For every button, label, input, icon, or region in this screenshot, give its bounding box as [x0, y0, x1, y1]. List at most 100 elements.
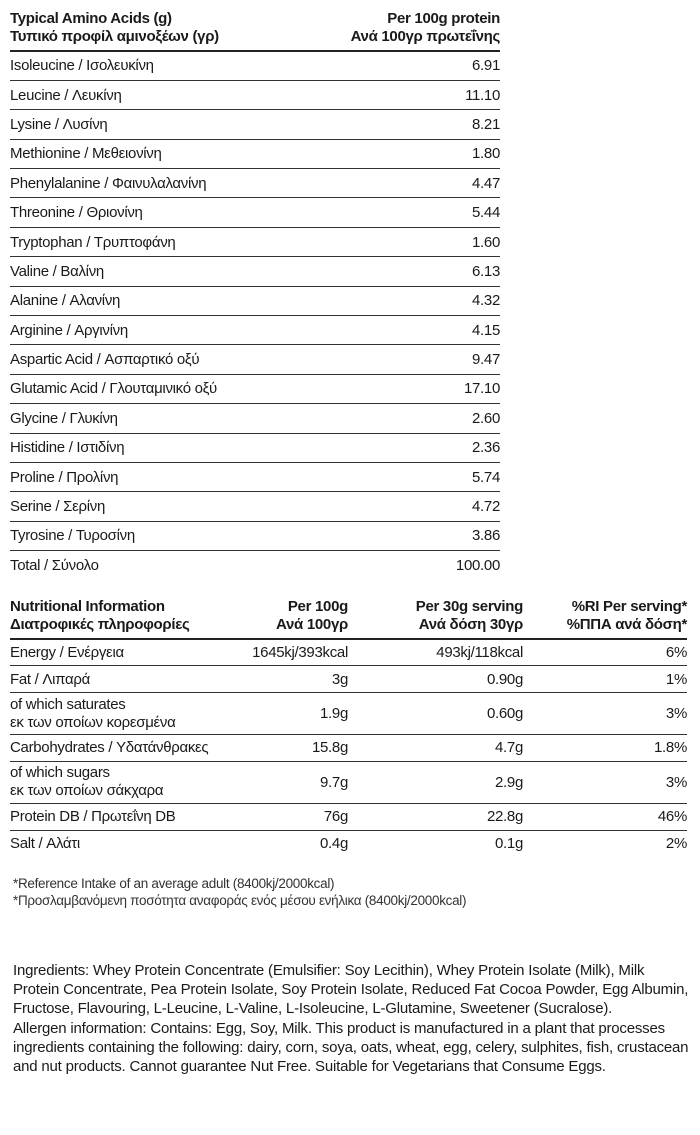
nutrient-name: Energy / Ενέργεια — [10, 639, 238, 666]
table-row: Methionine / Μεθειονίνη 1.80 — [10, 139, 500, 169]
table-row: Carbohydrates / Υδατάνθρακες 15.8g 4.7g … — [10, 735, 687, 762]
amino-value: 5.44 — [472, 204, 500, 222]
nutrient-name-el: εκ των οποίων κορεσμένα — [10, 713, 176, 731]
header-el: Ανά δόση 30γρ — [418, 616, 524, 633]
nutrient-name-en: of which sugars — [10, 764, 110, 782]
per100-value: 1.9g — [320, 705, 348, 723]
amino-name: Leucine / Λευκίνη — [10, 86, 122, 104]
header-el: %ΠΠΑ ανά δόση* — [566, 616, 688, 633]
amino-value: 1.60 — [472, 233, 500, 251]
ri-value: 3% — [665, 773, 687, 791]
per100-value: 15.8g — [311, 739, 348, 757]
ingredients-block: Ingredients: Whey Protein Concentrate (E… — [13, 961, 693, 1076]
amino-value: 17.10 — [463, 380, 500, 398]
amino-name: Valine / Βαλίνη — [10, 262, 104, 280]
table-row: of which saturates εκ των οποίων κορεσμέν… — [10, 693, 687, 735]
amino-value: 1.80 — [472, 145, 500, 163]
table-row: Isoleucine / Ισολευκίνη 6.91 — [10, 51, 500, 81]
amino-name: Phenylalanine / Φαινυλαλανίνη — [10, 174, 207, 192]
table-row: Energy / Ενέργεια 1645kj/393kcal 493kj/1… — [10, 639, 687, 666]
amino-name: Histidine / Ιστιδίνη — [10, 439, 125, 457]
nutri-header-ri: %RI Per serving* %ΠΠΑ ανά δόση* — [523, 598, 688, 639]
table-row: Proline / Προλίνη 5.74 — [10, 462, 500, 492]
ri-value: 1.8% — [654, 739, 687, 757]
table-row: Histidine / Ιστιδίνη 2.36 — [10, 433, 500, 463]
nutrient-name-el: εκ των οποίων σάκχαρα — [10, 782, 164, 800]
ri-value: 3% — [665, 705, 687, 723]
nutrient-name-en: Protein DB / Πρωτεΐνη DB — [10, 808, 176, 826]
table-row: Arginine / Αργινίνη 4.15 — [10, 316, 500, 345]
amino-value: 4.32 — [472, 292, 500, 310]
amino-value: 5.74 — [472, 468, 500, 486]
nutrient-name: Protein DB / Πρωτεΐνη DB — [10, 803, 238, 830]
header-el: Τυπικό προφίλ αμινοξέων (γρ) — [10, 28, 219, 45]
header-en: Per 30g serving — [415, 598, 524, 615]
table-row: Tyrosine / Τυροσίνη 3.86 — [10, 521, 500, 551]
footnote-el: *Προσλαμβανόμενη ποσότητα αναφοράς ενός … — [13, 893, 467, 908]
table-row: Threonine / Θριονίνη 5.44 — [10, 198, 500, 228]
table-row: of which sugars εκ των οποίων σάκχαρα 9.7… — [10, 761, 687, 804]
amino-value: 8.21 — [472, 115, 500, 133]
header-en: %RI Per serving* — [571, 598, 688, 615]
amino-name: Tryptophan / Τρυπτοφάνη — [10, 233, 176, 251]
nutrition-table: Nutritional Information Διατροφικές πληρο… — [10, 598, 687, 857]
amino-value: 6.13 — [472, 262, 500, 280]
table-row: Tryptophan / Τρυπτοφάνη 1.60 — [10, 227, 500, 257]
table-row: Leucine / Λευκίνη 11.10 — [10, 80, 500, 110]
ingredients-text: Ingredients: Whey Protein Concentrate (E… — [13, 962, 689, 1018]
header-en: Per 100g — [287, 598, 348, 615]
serving-value: 4.7g — [495, 739, 523, 757]
nutrient-name-en: Salt / Αλάτι — [10, 835, 80, 853]
amino-name: Lysine / Λυσίνη — [10, 115, 108, 133]
amino-value: 2.60 — [472, 409, 500, 427]
amino-acids-table: Typical Amino Acids (g) Τυπικό προφίλ αμι… — [10, 10, 500, 580]
table-row: Total / Σύνολο 100.00 — [10, 551, 500, 580]
footnote: *Reference Intake of an average adult (8… — [13, 875, 467, 909]
amino-value: 6.91 — [472, 57, 500, 75]
amino-value: 3.86 — [472, 527, 500, 545]
allergen-text: Allergen information: Contains: Egg, Soy… — [13, 1019, 689, 1076]
amino-value: 100.00 — [455, 557, 500, 575]
header-el: Ανά 100γρ πρωτεΐνης — [350, 28, 501, 45]
table-row: Aspartic Acid / Ασπαρτικό οξύ 9.47 — [10, 345, 500, 375]
amino-name: Proline / Προλίνη — [10, 468, 119, 486]
amino-name: Methionine / Μεθειονίνη — [10, 145, 162, 163]
nutrient-name: of which sugars εκ των οποίων σάκχαρα — [10, 761, 238, 803]
amino-value: 4.72 — [472, 498, 500, 516]
serving-value: 0.60g — [486, 705, 523, 723]
table-row: Salt / Αλάτι 0.4g 0.1g 2% — [10, 830, 687, 857]
amino-name: Glutamic Acid / Γλουταμινικό οξύ — [10, 380, 217, 398]
amino-header-label: Typical Amino Acids (g) Τυπικό προφίλ αμι… — [10, 10, 296, 51]
table-row: Lysine / Λυσίνη 8.21 — [10, 110, 500, 140]
nutrient-name-en: of which saturates — [10, 695, 126, 713]
amino-name: Total / Σύνολο — [10, 557, 99, 575]
nutri-header-serving: Per 30g serving Ανά δόση 30γρ — [348, 598, 524, 639]
amino-name: Threonine / Θριονίνη — [10, 204, 143, 222]
amino-header-value: Per 100g protein Ανά 100γρ πρωτεΐνης — [296, 10, 501, 51]
serving-value: 22.8g — [486, 808, 523, 826]
header-en: Per 100g protein — [387, 10, 500, 27]
amino-name: Aspartic Acid / Ασπαρτικό οξύ — [10, 351, 200, 369]
amino-value: 2.36 — [472, 439, 500, 457]
amino-value: 9.47 — [472, 351, 500, 369]
table-row: Fat / Λιπαρά 3g 0.90g 1% — [10, 666, 687, 693]
amino-name: Isoleucine / Ισολευκίνη — [10, 57, 154, 75]
table-row: Serine / Σερίνη 4.72 — [10, 492, 500, 522]
nutri-header-name: Nutritional Information Διατροφικές πληρο… — [10, 598, 238, 639]
serving-value: 2.9g — [495, 773, 523, 791]
ri-value: 2% — [665, 835, 687, 853]
nutrient-name-en: Energy / Ενέργεια — [10, 644, 124, 662]
header-el: Διατροφικές πληροφορίες — [10, 616, 190, 633]
ri-value: 46% — [657, 808, 687, 826]
amino-value: 4.47 — [472, 174, 500, 192]
amino-value: 4.15 — [472, 321, 500, 339]
table-row: Glutamic Acid / Γλουταμινικό οξύ 17.10 — [10, 374, 500, 404]
nutrient-name-en: Fat / Λιπαρά — [10, 670, 90, 688]
per100-value: 3g — [331, 670, 348, 688]
amino-name: Glycine / Γλυκίνη — [10, 409, 118, 427]
amino-name: Serine / Σερίνη — [10, 498, 106, 516]
table-row: Valine / Βαλίνη 6.13 — [10, 257, 500, 287]
nutri-header-per100: Per 100g Ανά 100γρ — [238, 598, 348, 639]
serving-value: 493kj/118kcal — [436, 644, 523, 662]
table-row: Alanine / Αλανίνη 4.32 — [10, 286, 500, 316]
